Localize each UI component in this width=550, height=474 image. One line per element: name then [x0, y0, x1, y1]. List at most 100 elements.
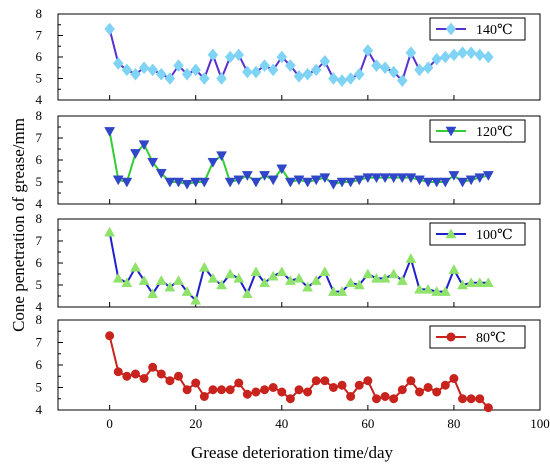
data-point: [121, 277, 133, 288]
data-point: [294, 385, 304, 395]
data-point: [310, 63, 322, 77]
data-point: [173, 177, 184, 188]
data-point: [396, 74, 408, 88]
panel-1: 4 5 6 7 8 120℃: [36, 108, 541, 211]
data-point: [362, 173, 374, 184]
data-point: [388, 65, 400, 79]
data-point: [319, 173, 331, 184]
data-point: [113, 367, 123, 377]
data-point: [138, 275, 150, 285]
data-point: [147, 157, 159, 168]
data-point: [121, 63, 133, 77]
data-point: [302, 177, 314, 188]
data-point: [302, 67, 313, 81]
data-point: [121, 177, 133, 188]
data-point: [156, 369, 166, 379]
data-point: [474, 173, 486, 184]
data-point: [259, 277, 270, 288]
data-point: [448, 264, 460, 274]
data-point: [465, 175, 477, 186]
data-point: [250, 266, 262, 277]
data-point: [207, 157, 219, 168]
y-tick-label: 7: [36, 335, 43, 350]
data-point: [216, 151, 227, 162]
data-point: [379, 61, 391, 75]
data-point: [190, 63, 202, 77]
data-point: [139, 374, 149, 383]
legend-marker: [445, 228, 457, 239]
data-point: [449, 374, 459, 383]
data-point: [414, 63, 425, 77]
data-point: [353, 67, 365, 81]
y-tick-label: 7: [36, 28, 43, 43]
legend-marker: [445, 22, 457, 36]
data-point: [414, 283, 425, 294]
data-point: [276, 266, 288, 277]
data-point: [233, 175, 245, 186]
data-point: [405, 173, 417, 184]
legend-marker: [445, 126, 457, 137]
data-point: [405, 46, 417, 60]
data-point: [173, 59, 184, 72]
data-point: [233, 272, 245, 283]
data-point: [191, 378, 201, 388]
y-tick-label: 7: [36, 130, 43, 145]
data-point: [353, 279, 365, 290]
data-point: [112, 272, 124, 283]
data-point: [105, 331, 115, 341]
data-point: [380, 392, 390, 401]
data-point: [293, 175, 305, 186]
data-point: [130, 149, 141, 159]
data-point: [431, 286, 443, 296]
data-point: [336, 74, 348, 88]
data-point: [388, 173, 400, 184]
data-point: [431, 177, 443, 188]
data-point: [284, 275, 296, 285]
data-point: [138, 61, 150, 75]
data-point: [242, 65, 253, 79]
data-point: [112, 175, 124, 186]
data-point: [457, 46, 468, 60]
data-point: [250, 65, 262, 79]
data-point: [267, 270, 279, 281]
legend: 80℃: [429, 325, 526, 349]
legend-marker: [446, 332, 456, 342]
data-point: [234, 378, 244, 388]
legend: 120℃: [429, 119, 526, 143]
data-point: [328, 72, 339, 85]
data-point: [259, 171, 270, 181]
data-point: [379, 173, 391, 184]
y-tick-label: 6: [36, 49, 43, 64]
data-point: [267, 63, 279, 77]
data-point: [138, 140, 150, 151]
data-point: [405, 253, 417, 263]
data-point: [276, 164, 288, 175]
data-point: [155, 67, 167, 81]
data-point: [371, 394, 381, 404]
x-tick-label: 80: [447, 416, 460, 431]
data-point: [122, 371, 132, 381]
data-point: [148, 362, 158, 372]
data-point: [164, 281, 176, 292]
y-tick-label: 8: [36, 108, 43, 123]
data-point: [190, 177, 202, 188]
data-point: [216, 72, 227, 85]
data-point: [310, 275, 322, 285]
data-point: [345, 177, 357, 188]
data-point: [277, 387, 287, 397]
data-point: [285, 394, 295, 404]
data-point: [423, 383, 433, 392]
data-point: [483, 50, 494, 64]
y-tick-label: 5: [36, 380, 43, 395]
data-point: [474, 48, 486, 62]
data-point: [320, 376, 330, 386]
data-point: [396, 275, 408, 285]
legend-label: 140℃: [476, 23, 513, 38]
data-point: [432, 387, 442, 397]
data-point: [293, 69, 305, 83]
data-point: [439, 50, 451, 64]
data-point: [284, 177, 296, 188]
data-point: [165, 376, 175, 386]
data-point: [346, 392, 356, 401]
